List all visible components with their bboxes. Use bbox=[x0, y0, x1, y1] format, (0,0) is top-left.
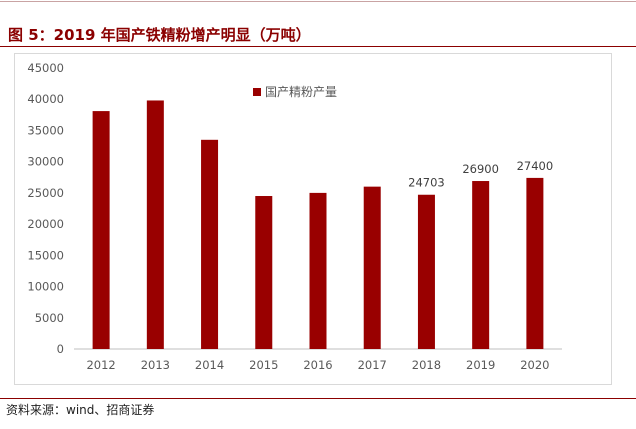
title-rule bbox=[0, 46, 636, 47]
data-labels-group: 24703 26900 27400 bbox=[408, 159, 553, 190]
x-tick-label: 2012 bbox=[86, 358, 115, 372]
y-tick-label: 45000 bbox=[27, 61, 64, 75]
y-tick-label: 35000 bbox=[27, 123, 64, 137]
legend-swatch bbox=[253, 88, 261, 96]
y-tick-label: 30000 bbox=[27, 155, 64, 169]
y-tick-label: 5000 bbox=[35, 311, 64, 325]
source-note: 资料来源：wind、招商证券 bbox=[6, 403, 155, 417]
figure-title: 图 5：2019 年国产铁精粉增产明显（万吨） bbox=[8, 26, 311, 44]
x-tick-label: 2013 bbox=[141, 358, 170, 372]
data-label: 26900 bbox=[462, 162, 499, 176]
bars-group bbox=[92, 100, 544, 349]
bar-2017 bbox=[363, 186, 381, 349]
x-tick-label: 2020 bbox=[520, 358, 549, 372]
bar-2013 bbox=[146, 100, 164, 349]
legend-label: 国产精粉产量 bbox=[265, 85, 337, 99]
y-axis-ticks: 0 5000 10000 15000 20000 25000 30000 35000 40000… bbox=[27, 61, 64, 356]
y-tick-label: 40000 bbox=[27, 92, 64, 106]
bottom-rule bbox=[0, 398, 636, 399]
bar-2015 bbox=[255, 196, 273, 349]
bar-chart: 0 5000 10000 15000 20000 25000 30000 35000 40000… bbox=[27, 61, 562, 372]
top-rule bbox=[0, 1, 636, 2]
x-tick-label: 2015 bbox=[249, 358, 278, 372]
y-tick-label: 15000 bbox=[27, 248, 64, 262]
x-axis-ticks: 2012 2013 2014 2015 2016 2017 2018 2019 2020 bbox=[86, 358, 549, 372]
y-tick-label: 0 bbox=[57, 342, 64, 356]
x-tick-label: 2018 bbox=[412, 358, 441, 372]
y-tick-label: 10000 bbox=[27, 280, 64, 294]
bar-2020 bbox=[526, 177, 544, 349]
y-tick-label: 20000 bbox=[27, 217, 64, 231]
bar-2019 bbox=[472, 181, 490, 349]
data-label: 27400 bbox=[517, 159, 554, 173]
bar-2012 bbox=[92, 111, 110, 349]
x-tick-label: 2017 bbox=[358, 358, 387, 372]
y-tick-label: 25000 bbox=[27, 186, 64, 200]
data-label: 24703 bbox=[408, 176, 445, 190]
x-tick-label: 2019 bbox=[466, 358, 495, 372]
x-tick-label: 2014 bbox=[195, 358, 224, 372]
legend: 国产精粉产量 bbox=[253, 85, 337, 99]
bar-2018 bbox=[417, 194, 435, 349]
bar-2016 bbox=[309, 192, 327, 349]
bar-2014 bbox=[201, 139, 219, 349]
chart-frame bbox=[14, 53, 612, 385]
x-tick-label: 2016 bbox=[303, 358, 332, 372]
